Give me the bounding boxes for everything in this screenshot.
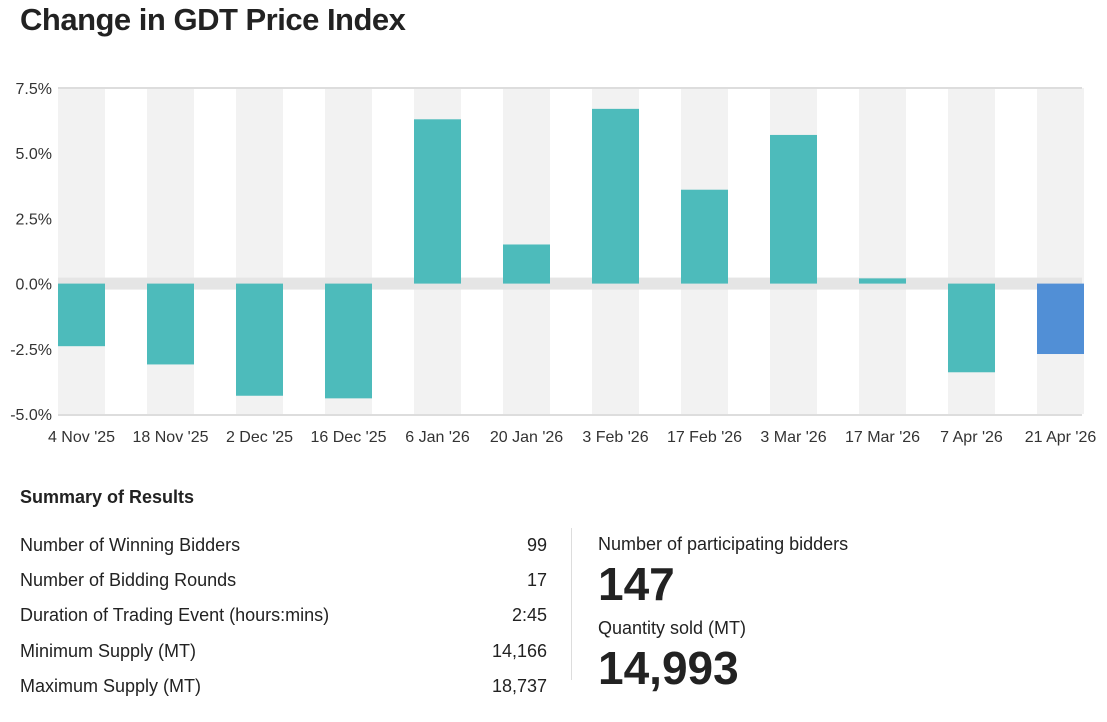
row-label: Number of Bidding Rounds: [20, 570, 237, 590]
x-tick-label: 16 Dec '25: [311, 429, 387, 446]
category-band: [1037, 88, 1084, 414]
category-band: [58, 88, 105, 414]
category-band: [147, 88, 194, 414]
row-label: Number of Winning Bidders: [20, 535, 241, 555]
bar: [147, 283, 194, 365]
row-label: Maximum Supply (MT): [20, 676, 202, 696]
bar: [592, 108, 639, 284]
x-tick-label: 21 Apr '26: [1025, 429, 1097, 446]
summary-row: Number of Winning Bidders 99: [20, 535, 547, 556]
bar: [414, 119, 461, 284]
category-band: [859, 88, 906, 414]
row-value: 14,166: [491, 641, 547, 661]
bar: [948, 283, 995, 373]
y-tick-label: -5.0%: [10, 407, 52, 424]
participating-value: 147: [598, 558, 675, 610]
quantity-label: Quantity sold (MT): [598, 618, 747, 638]
row-label: Duration of Trading Event (hours:mins): [20, 605, 330, 625]
y-tick-label: 0.0%: [16, 277, 52, 294]
y-tick-label: 7.5%: [16, 81, 52, 98]
bar: [681, 189, 728, 284]
x-tick-label: 20 Jan '26: [490, 429, 563, 446]
row-value: 17: [526, 570, 547, 590]
row-label: Minimum Supply (MT): [20, 641, 197, 661]
bar: [859, 278, 906, 284]
bar: [770, 134, 817, 284]
bar: [1037, 283, 1084, 355]
bar: [503, 244, 550, 284]
row-value: 99: [526, 535, 547, 555]
row-value: 18,737: [491, 676, 547, 696]
x-tick-label: 17 Mar '26: [845, 429, 920, 446]
x-tick-label: 3 Mar '26: [760, 429, 826, 446]
summary-title: Summary of Results: [20, 487, 195, 507]
zero-band: [58, 277, 1082, 290]
y-tick-label: 2.5%: [16, 211, 52, 228]
y-tick-label: 5.0%: [16, 146, 52, 163]
bar-chart: 4 Nov '25 18 Nov '25 2 Dec '25 16 Dec '25 6 …: [10, 81, 1097, 446]
quantity-value: 14,993: [598, 642, 739, 694]
x-tick-label: 3 Feb '26: [582, 429, 648, 446]
x-tick-label: 4 Nov '25: [48, 429, 115, 446]
divider: [571, 528, 572, 680]
participating-label: Number of participating bidders: [598, 534, 849, 554]
summary-row: Number of Bidding Rounds 17: [20, 570, 547, 591]
bar: [325, 283, 372, 399]
summary-row: Maximum Supply (MT) 18,737: [20, 676, 547, 697]
x-tick-label: 7 Apr '26: [940, 429, 1003, 446]
x-tick-label: 6 Jan '26: [405, 429, 470, 446]
x-tick-label: 17 Feb '26: [667, 429, 742, 446]
summary-row: Duration of Trading Event (hours:mins) 2:…: [20, 605, 547, 626]
chart-title: Change in GDT Price Index: [20, 2, 406, 37]
x-tick-label: 2 Dec '25: [226, 429, 293, 446]
bar: [58, 283, 105, 347]
bar: [236, 283, 283, 396]
y-tick-label: -2.5%: [10, 342, 52, 359]
summary-row: Minimum Supply (MT) 14,166: [20, 641, 547, 662]
x-tick-label: 18 Nov '25: [133, 429, 209, 446]
row-value: 2:45: [511, 605, 547, 625]
